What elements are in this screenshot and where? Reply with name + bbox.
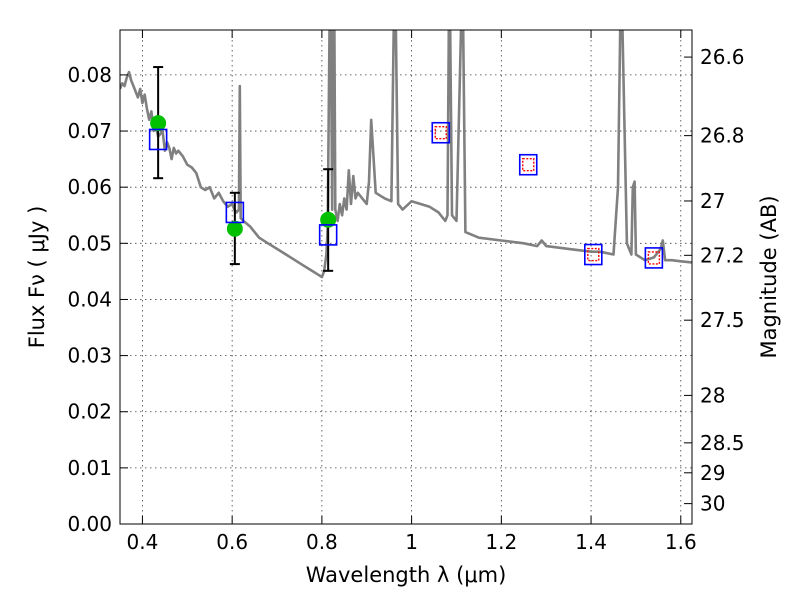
y2-tick-label: 27.2 xyxy=(700,243,745,267)
y-tick-label: 0.06 xyxy=(67,175,112,199)
model-square xyxy=(318,224,338,246)
observed-point xyxy=(226,220,243,237)
predicted-square xyxy=(434,126,447,140)
y-tick-label: 0.05 xyxy=(67,231,112,255)
predicted-square xyxy=(587,247,600,262)
y2-tick-label: 30 xyxy=(700,492,725,516)
y-tick-label: 0.04 xyxy=(67,287,112,311)
y-axis-label: Flux Fν ( μJy ) xyxy=(25,206,49,349)
grid xyxy=(120,30,692,525)
y2-tick-label: 28.5 xyxy=(700,431,745,455)
x-tick-label: 1.6 xyxy=(665,530,697,554)
x-tick-label: 1.4 xyxy=(575,530,607,554)
y-tick-label: 0.00 xyxy=(67,512,112,536)
x-tick-label: 0.6 xyxy=(216,530,248,554)
plot-frame xyxy=(119,29,693,525)
y2-tick-label: 27 xyxy=(700,189,725,213)
observed-point xyxy=(320,211,337,228)
y-tick-label: 0.07 xyxy=(67,119,112,143)
plot-background xyxy=(120,30,692,524)
y2-tick-label: 26.6 xyxy=(700,45,745,69)
model-square xyxy=(148,128,168,151)
model-square xyxy=(225,201,245,224)
y-tick-label: 0.02 xyxy=(67,400,112,424)
model-square xyxy=(644,247,664,269)
y-tick-label: 0.03 xyxy=(67,344,112,368)
observed-point xyxy=(150,115,167,132)
x-tick-label: 1.2 xyxy=(485,530,517,554)
y2-axis-label: Magnitude (AB) xyxy=(757,195,781,358)
model-square xyxy=(518,153,538,176)
x-tick-label: 0.4 xyxy=(127,530,159,554)
model-square xyxy=(584,243,603,266)
x-tick-label: 0.8 xyxy=(306,530,338,554)
model-square xyxy=(431,121,451,144)
y2-tick-label: 29 xyxy=(700,461,725,485)
predicted-square xyxy=(647,251,661,265)
markers xyxy=(148,66,664,272)
x-axis-label: Wavelength λ (μm) xyxy=(306,563,507,587)
ticks: 0.4 0.6 0.8 1 1.2 1.4 1.6 0.00 0.01 0.02 0.03 0.04 0… xyxy=(67,30,745,554)
predicted-square xyxy=(522,158,535,172)
x-tick-label: 1 xyxy=(405,530,418,554)
y-tick-label: 0.08 xyxy=(67,63,112,87)
y2-tick-label: 26.8 xyxy=(700,124,745,148)
y2-tick-label: 27.5 xyxy=(700,308,745,332)
y-tick-label: 0.01 xyxy=(67,456,112,480)
y2-tick-label: 28 xyxy=(700,383,725,407)
